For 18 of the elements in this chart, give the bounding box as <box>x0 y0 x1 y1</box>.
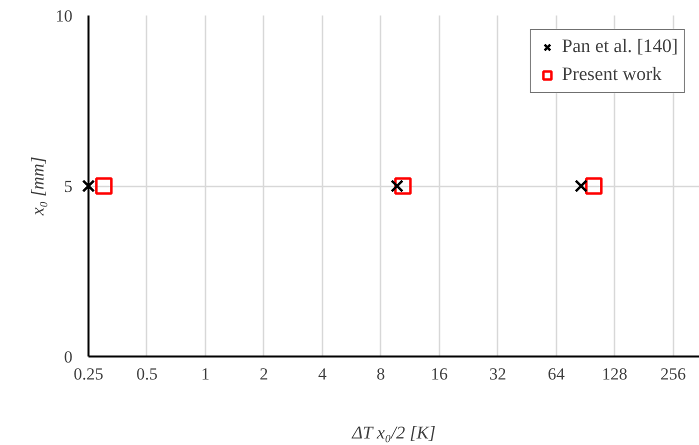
x-tick-label: 128 <box>602 364 628 384</box>
x-tick-label: 32 <box>489 364 506 384</box>
legend-label: Pan et al. [140] <box>562 36 678 58</box>
x-tick-label: 1 <box>201 364 210 384</box>
y-axis-title: x₀ [mm] <box>28 156 48 216</box>
legend-label: Present work <box>562 64 662 86</box>
y-tick-label: 10 <box>56 6 72 26</box>
x-tick-label: 16 <box>430 364 448 384</box>
x-tick-label: 0.25 <box>74 364 104 384</box>
x-tick-label: 64 <box>548 364 566 384</box>
x-tick-label: 0.5 <box>136 364 158 384</box>
x-axis-title: ΔT x₀/2 [K] <box>351 422 436 442</box>
x-tick-label: 4 <box>318 364 328 384</box>
x-tick-label: 256 <box>660 364 686 384</box>
x-tick-label: 8 <box>376 364 386 384</box>
y-tick-label: 0 <box>64 348 72 366</box>
x-tick-label: 2 <box>260 364 268 384</box>
y-tick-label: 5 <box>64 177 72 196</box>
